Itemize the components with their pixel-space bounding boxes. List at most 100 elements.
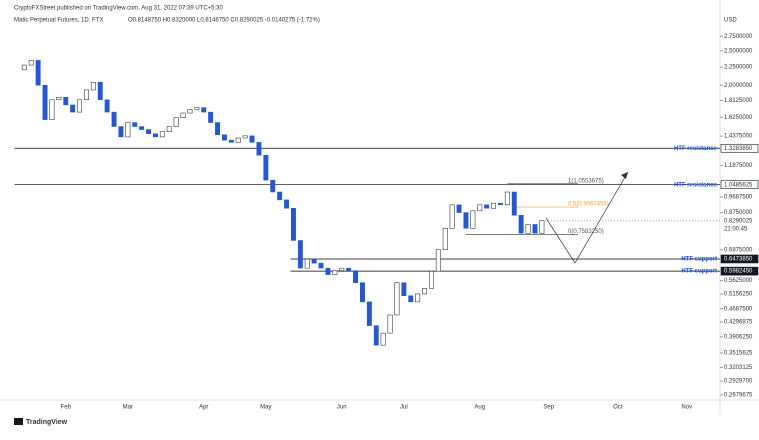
y-tick-label: 0.6875000 [724, 247, 753, 253]
candle [408, 295, 414, 303]
candle [235, 137, 241, 143]
price-tag-label: 1.0485625 [724, 182, 753, 188]
candle [346, 267, 352, 271]
candle [97, 81, 103, 101]
candle [456, 204, 462, 213]
x-tick-label: Aug [474, 405, 485, 411]
candle [166, 126, 172, 132]
candle [70, 104, 76, 113]
candle [249, 135, 255, 143]
x-tick-label: Oct [613, 405, 623, 411]
fib-label: 0.5(0.9067456) [568, 202, 609, 208]
candle [311, 258, 317, 264]
candle [28, 60, 34, 66]
candle [49, 99, 55, 120]
candle [297, 240, 303, 269]
candle [104, 99, 110, 113]
price-tag [720, 266, 759, 276]
candle [146, 129, 152, 134]
candle [215, 122, 221, 136]
candle [491, 202, 497, 209]
y-tick-label: 1.1875000 [724, 163, 753, 169]
candle [118, 126, 124, 138]
candle [180, 112, 186, 118]
candle [201, 107, 207, 113]
fib-label: 1(1.0553675) [568, 178, 604, 184]
candle [525, 224, 531, 234]
candle [84, 89, 89, 101]
y-tick-label: 1.6250000 [724, 115, 753, 121]
currency: USD [724, 18, 737, 24]
candle [442, 228, 448, 250]
y-tick-label: 1.4375000 [724, 134, 753, 140]
candle [387, 314, 393, 334]
level-label: HTF resistance [674, 146, 718, 152]
candle [353, 270, 359, 283]
candle [339, 267, 345, 271]
projection-path [545, 171, 629, 264]
candle [222, 134, 227, 141]
candle [159, 131, 165, 138]
y-tick-label: 0.3203125 [724, 365, 753, 371]
level-label: HTF resistance [674, 182, 718, 188]
candle [256, 142, 262, 156]
candle [228, 139, 234, 143]
candle [539, 220, 545, 234]
candle [77, 99, 82, 113]
chart-title: Matic Perpetual Futures, 1D, FTX [14, 18, 103, 24]
y-tick-label: 2.5000000 [724, 48, 753, 54]
fib-label: 0(0.7583250) [568, 229, 604, 235]
x-tick-label: Sep [543, 405, 554, 411]
y-tick-label: 2.2500000 [724, 65, 753, 71]
candle [242, 135, 248, 139]
candle [304, 258, 310, 269]
candle [139, 126, 145, 130]
price-tag [720, 180, 759, 190]
candle [518, 214, 524, 234]
price-tag [720, 254, 759, 264]
x-tick-label: Jun [337, 405, 347, 411]
y-tick-label: 0.5625000 [724, 278, 753, 284]
countdown: 21:00:45 [724, 226, 748, 232]
x-tick-label: Nov [681, 405, 692, 411]
candle [366, 301, 372, 326]
candle [42, 84, 48, 120]
candle [35, 60, 41, 86]
candle [208, 111, 214, 123]
publisher: CryptoFXStreet published on TradingView.… [14, 6, 224, 12]
candle [277, 191, 283, 201]
x-tick-label: Feb [61, 405, 72, 411]
candle [373, 325, 379, 346]
y-tick-label: 0.3906250 [724, 334, 753, 340]
candle [263, 154, 269, 181]
candle [380, 332, 386, 346]
price-tag [720, 143, 759, 153]
candle [532, 224, 538, 234]
candle [125, 122, 131, 138]
x-tick-label: Jul [400, 405, 408, 411]
candle [360, 282, 365, 303]
logo-icon [14, 418, 23, 425]
y-tick-label: 1.8125000 [724, 98, 753, 104]
x-tick-label: Mar [123, 405, 133, 411]
x-tick-label: May [260, 405, 271, 411]
candle [194, 107, 200, 110]
y-tick-label: 0.5156250 [724, 292, 753, 298]
candle [132, 122, 138, 127]
candle [477, 204, 483, 212]
logo-text: TradingView [26, 419, 68, 426]
level-label: HTF support [681, 257, 717, 263]
candle [429, 270, 434, 289]
candle [291, 207, 296, 241]
candle [325, 267, 331, 275]
y-tick-label: 0.3515625 [724, 351, 753, 357]
candle [394, 282, 400, 316]
candle [484, 204, 490, 209]
x-tick-label: Apr [199, 405, 208, 411]
y-tick-label: 0.9687500 [724, 194, 753, 200]
arrow-head [621, 172, 628, 179]
candle [449, 204, 455, 229]
candle [463, 212, 469, 229]
